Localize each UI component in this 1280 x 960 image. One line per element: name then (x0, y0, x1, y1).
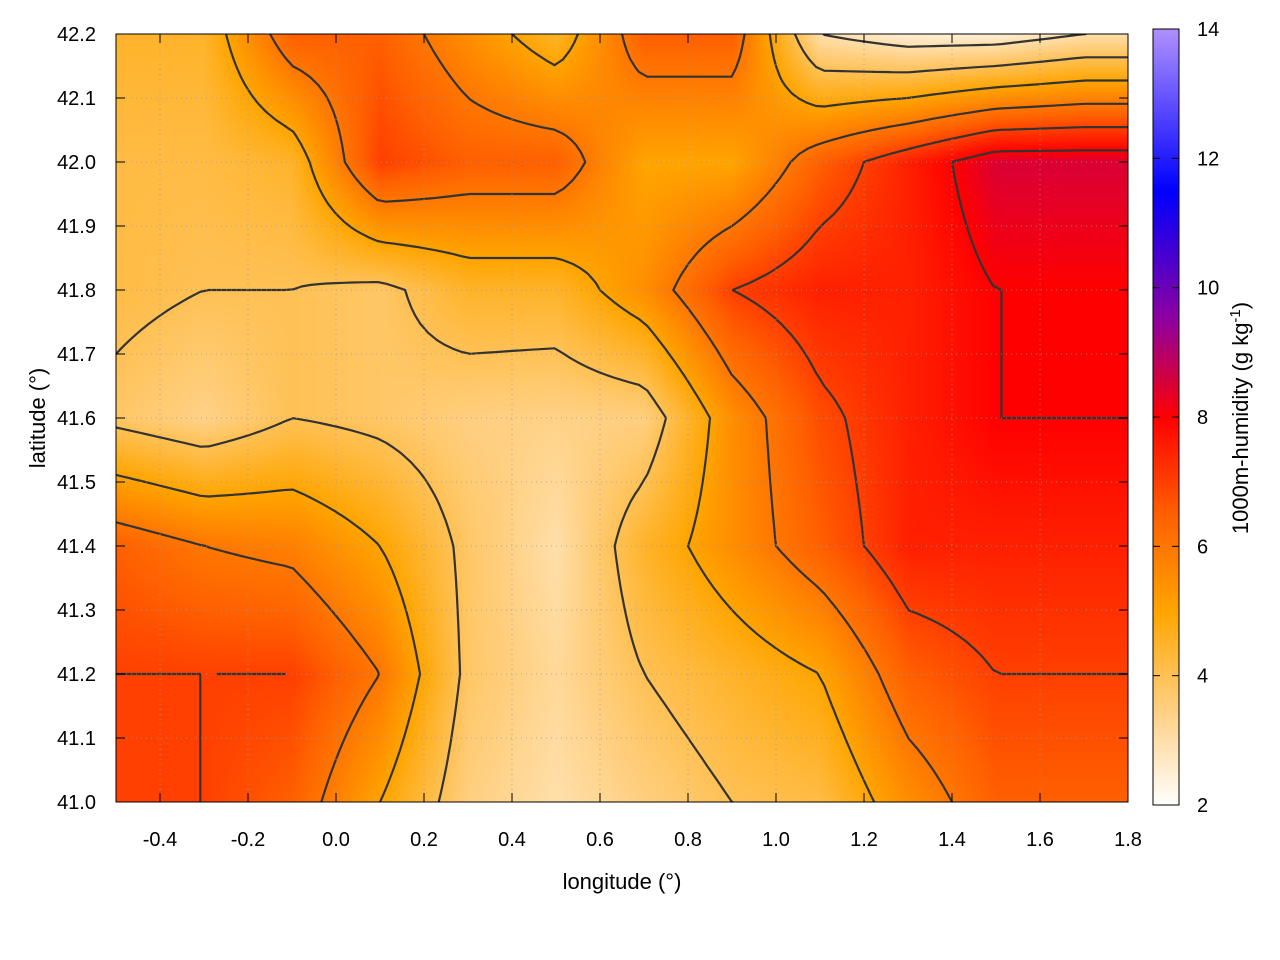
tick-marks (116, 33, 1129, 803)
y-tick-label: 42.1 (57, 88, 96, 110)
x-tick-label: 1.0 (762, 829, 790, 851)
colorbar-tick-label: 10 (1197, 278, 1219, 300)
y-tick-label: 41.4 (57, 536, 96, 558)
colorbar-tick-label: 6 (1197, 536, 1208, 558)
x-tick-labels: -0.4 -0.2 0.0 0.2 0.4 0.6 0.8 1.0 1.2 1.4 1.6 1.8 (143, 829, 1142, 851)
colorbar-tick-label: 2 (1197, 795, 1208, 817)
y-tick-label: 41.0 (57, 792, 96, 814)
x-tick-label: 1.6 (1026, 829, 1054, 851)
colorbar-tick-label: 12 (1197, 148, 1219, 170)
x-tick-label: 1.8 (1114, 829, 1142, 851)
x-tick-label: 0.0 (322, 829, 350, 851)
y-tick-labels: 41.0 41.1 41.2 41.3 41.4 41.5 41.6 41.7 41.8 41.9… (57, 24, 96, 814)
x-tick-label: 0.8 (674, 829, 702, 851)
contour-line-4 (116, 34, 1128, 802)
y-axis-label: latitude (°) (25, 368, 50, 469)
y-tick-label: 41.2 (57, 664, 96, 686)
x-tick-label: -0.2 (231, 829, 265, 851)
y-tick-label: 41.3 (57, 600, 96, 622)
y-tick-label: 41.1 (57, 728, 96, 750)
colorbar-tick-label: 14 (1197, 19, 1219, 41)
y-tick-label: 41.8 (57, 280, 96, 302)
x-tick-label: 1.2 (850, 829, 878, 851)
x-axis-label: longitude (°) (563, 869, 682, 894)
y-tick-label: 42.0 (57, 152, 96, 174)
contour-line-5 (116, 34, 1128, 802)
x-tick-label: 0.4 (498, 829, 526, 851)
x-tick-label: 0.2 (410, 829, 438, 851)
x-tick-label: 0.6 (586, 829, 614, 851)
colorbar-label: 1000m-humidity (g kg-1) (1227, 302, 1254, 534)
colorbar-tick-label: 8 (1197, 407, 1208, 429)
colorbar-ticks (1153, 28, 1179, 806)
y-tick-label: 41.5 (57, 472, 96, 494)
x-tick-label: 1.4 (938, 829, 966, 851)
contour-line-6 (116, 34, 1128, 802)
y-tick-label: 41.9 (57, 216, 96, 238)
y-tick-label: 42.2 (57, 24, 96, 46)
colorbar-tick-label: 4 (1197, 666, 1208, 688)
y-tick-label: 41.6 (57, 408, 96, 430)
colorbar-tick-labels: 2 4 6 8 10 12 14 (1197, 19, 1219, 817)
x-tick-label: -0.4 (143, 829, 177, 851)
humidity-contours (116, 34, 1128, 802)
y-tick-label: 41.7 (57, 344, 96, 366)
